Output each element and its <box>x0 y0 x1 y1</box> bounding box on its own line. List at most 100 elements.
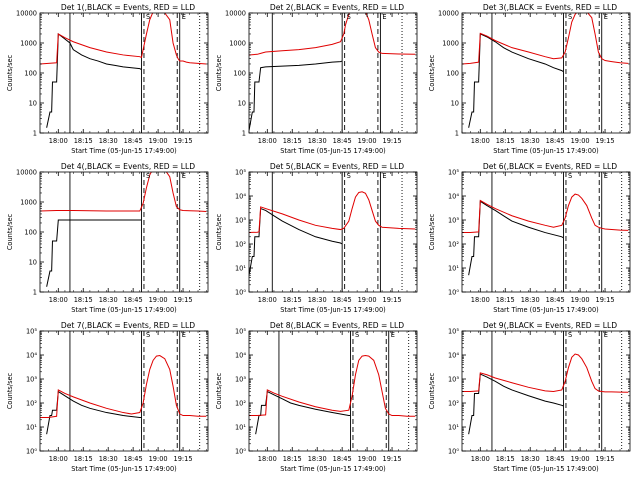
y-tick-label: 1000 <box>442 40 459 48</box>
y-axis-label: Counts/sec <box>215 213 223 250</box>
annotation-s: S <box>146 331 150 339</box>
x-axis-label: Start Time (05-Jun-15 17:49:00) <box>280 465 386 473</box>
y-axis-label: Counts/sec <box>215 54 223 91</box>
x-axis-label: Start Time (05-Jun-15 17:49:00) <box>71 147 177 155</box>
x-tick-label: 18:45 <box>546 137 565 145</box>
panel-det-2: S E 1 10 100 1000 10000 18:00 18:15 18:30 18:45 19:… <box>215 3 418 155</box>
x-tick-label: 18:15 <box>74 137 93 145</box>
panel-det-4: S E 1 10 100 1000 10000 18:00 18:15 18:30 18:45 19:… <box>6 162 209 314</box>
y-tick-label: 10⁰ <box>448 448 459 456</box>
x-tick-label: 18:15 <box>283 455 302 463</box>
y-tick-label: 100 <box>24 229 37 237</box>
x-axis-label: Start Time (05-Jun-15 17:49:00) <box>71 465 177 473</box>
y-tick-label: 10⁵ <box>26 328 37 336</box>
y-tick-label: 10⁴ <box>448 193 459 201</box>
series-lld <box>249 13 416 56</box>
y-axis-label: Counts/sec <box>428 213 436 250</box>
x-tick-label: 18:00 <box>49 137 68 145</box>
y-tick-label: 1 <box>242 130 246 138</box>
panel-title: Det 9(,BLACK = Events, RED = LLD <box>483 321 617 330</box>
x-tick-label: 18:45 <box>333 137 352 145</box>
x-tick-label: 19:00 <box>149 296 168 304</box>
annotation-e: E <box>182 331 186 339</box>
series-lld <box>462 193 629 234</box>
x-tick-label: 18:30 <box>308 137 327 145</box>
x-tick-label: 19:15 <box>383 296 402 304</box>
x-tick-label: 18:45 <box>546 296 565 304</box>
panel-title: Det 6(,BLACK = Events, RED = LLD <box>483 162 617 171</box>
y-tick-label: 1 <box>33 289 37 297</box>
x-tick-label: 19:00 <box>571 296 590 304</box>
x-tick-label: 18:00 <box>471 137 490 145</box>
y-tick-label: 100 <box>24 70 37 78</box>
y-axis-label: Counts/sec <box>215 372 223 409</box>
y-tick-label: 100 <box>446 70 459 78</box>
series-events <box>249 60 343 131</box>
x-tick-label: 19:00 <box>571 137 590 145</box>
panel-det-7: S E 10⁰ 10¹ 10² 10³ 10⁴ 10⁵ 18:00 18:15 18:30 18:45… <box>6 321 209 473</box>
panel-title: Det 2(,BLACK = Events, RED = LLD <box>270 3 404 12</box>
y-tick-label: 10³ <box>26 376 37 384</box>
x-tick-label: 18:30 <box>99 137 118 145</box>
x-tick-label: 18:00 <box>258 137 277 145</box>
x-tick-label: 18:00 <box>258 455 277 463</box>
y-tick-label: 10⁵ <box>235 328 246 336</box>
x-tick-label: 19:15 <box>174 455 193 463</box>
y-tick-label: 10⁰ <box>26 448 37 456</box>
panel-title: Det 1(,BLACK = Events, RED = LLD <box>61 3 195 12</box>
x-tick-label: 18:15 <box>283 296 302 304</box>
y-tick-label: 10⁴ <box>235 193 246 201</box>
x-tick-label: 18:30 <box>308 455 327 463</box>
y-tick-label: 10⁵ <box>448 328 459 336</box>
y-tick-label: 10³ <box>448 217 459 225</box>
y-tick-label: 10² <box>448 241 459 249</box>
annotation-s: S <box>568 172 572 180</box>
annotation-s: S <box>347 172 351 180</box>
y-tick-label: 10³ <box>235 376 246 384</box>
y-tick-label: 10³ <box>235 217 246 225</box>
x-tick-label: 18:15 <box>283 137 302 145</box>
y-tick-label: 10² <box>26 400 37 408</box>
annotation-e: E <box>391 331 395 339</box>
x-tick-label: 18:45 <box>333 455 352 463</box>
y-axis-label: Counts/sec <box>6 54 14 91</box>
plot-frame <box>248 171 418 293</box>
y-tick-label: 1000 <box>20 40 37 48</box>
y-tick-label: 1 <box>33 130 37 138</box>
series-events <box>468 33 564 128</box>
annotation-s: S <box>568 331 572 339</box>
series-lld <box>40 355 207 418</box>
annotation-s: S <box>146 13 150 21</box>
series-events <box>468 373 564 435</box>
y-tick-label: 10⁰ <box>235 448 246 456</box>
panel-title: Det 4(,BLACK = Events, RED = LLD <box>61 162 195 171</box>
plot-frame <box>39 171 209 293</box>
plot-frame <box>248 12 418 134</box>
x-tick-label: 18:45 <box>124 296 143 304</box>
x-tick-label: 18:15 <box>496 137 515 145</box>
annotation-s: S <box>347 13 351 21</box>
x-tick-label: 19:00 <box>358 296 377 304</box>
x-tick-label: 19:15 <box>174 137 193 145</box>
x-tick-label: 18:30 <box>99 296 118 304</box>
y-tick-label: 10000 <box>225 10 246 18</box>
series-lld <box>40 13 207 65</box>
x-tick-label: 19:00 <box>358 137 377 145</box>
plot-frame <box>461 330 631 452</box>
annotation-e: E <box>604 13 608 21</box>
annotation-e: E <box>182 13 186 21</box>
panel-det-3: S E 1 10 100 1000 10000 18:00 18:15 18:30 18:45 19:… <box>428 3 631 155</box>
x-tick-label: 18:45 <box>124 137 143 145</box>
series-events <box>46 32 142 128</box>
x-tick-label: 19:00 <box>149 137 168 145</box>
x-tick-label: 19:15 <box>174 296 193 304</box>
x-tick-label: 19:15 <box>596 455 615 463</box>
series-events <box>46 390 142 435</box>
x-tick-label: 18:15 <box>496 296 515 304</box>
y-tick-label: 10² <box>235 241 246 249</box>
series-lld <box>40 172 207 213</box>
y-tick-label: 10¹ <box>235 424 246 432</box>
annotation-e: E <box>604 172 608 180</box>
plot-frame <box>39 12 209 134</box>
x-tick-label: 18:30 <box>521 137 540 145</box>
